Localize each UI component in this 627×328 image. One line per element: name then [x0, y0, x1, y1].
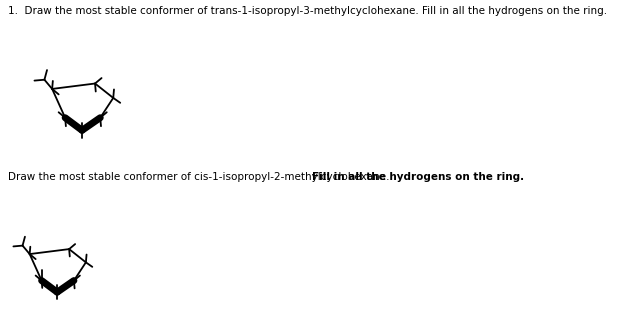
Text: Fill in all the hydrogens on the ring.: Fill in all the hydrogens on the ring.	[312, 173, 524, 182]
Text: Draw the most stable conformer of cis-1-isopropyl-2-methylcyclohexane.: Draw the most stable conformer of cis-1-…	[8, 173, 393, 182]
Text: 1.  Draw the most stable conformer of trans-1-isopropyl-3-methylcyclohexane. Fil: 1. Draw the most stable conformer of tra…	[8, 6, 607, 16]
